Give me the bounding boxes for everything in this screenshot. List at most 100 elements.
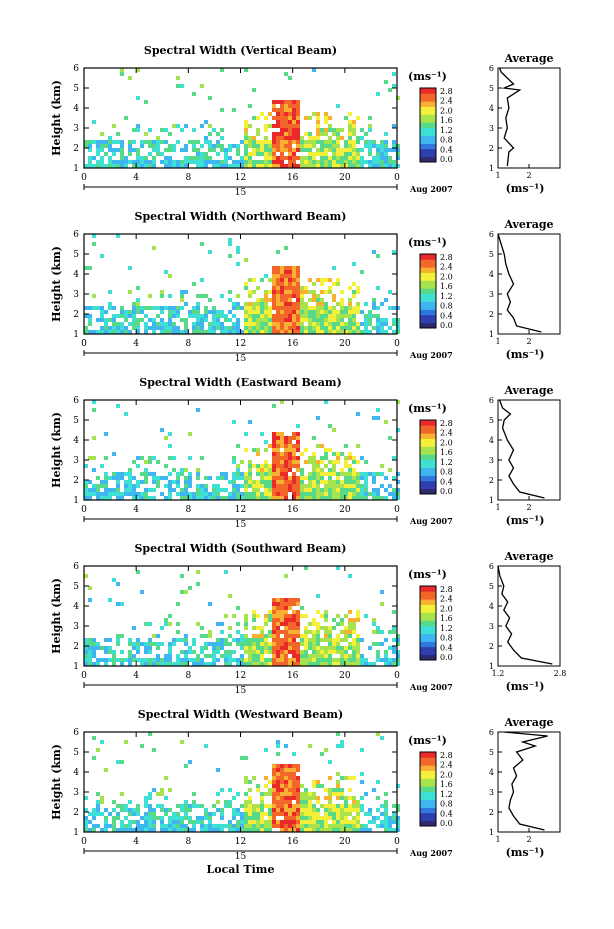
heatmap-cell <box>144 650 148 654</box>
heatmap-cell <box>340 618 344 622</box>
heatmap-cell <box>300 808 304 812</box>
heatmap-cell <box>348 796 352 800</box>
colorbar-swatch <box>420 638 436 642</box>
heatmap-cell <box>228 254 232 258</box>
heatmap-cell <box>264 298 268 302</box>
heatmap-cell <box>172 164 176 168</box>
heatmap-cell <box>320 314 324 318</box>
heatmap-cell <box>84 646 88 650</box>
panel-2: Spectral Width (Northward Beam)0 4 8 12 16 20… <box>50 210 561 364</box>
heatmap-cell <box>340 646 344 650</box>
heatmap-cell <box>272 606 276 610</box>
heatmap-cell <box>164 140 168 144</box>
heatmap-cell <box>132 306 136 310</box>
heatmap-cell <box>332 132 336 136</box>
heatmap-cell <box>356 160 360 164</box>
heatmap-cell <box>288 128 292 132</box>
heatmap-cell <box>212 488 216 492</box>
colorbar-swatch <box>420 130 436 134</box>
heatmap-cell <box>344 456 348 460</box>
heatmap-cell <box>344 816 348 820</box>
heatmap-cell <box>248 472 252 476</box>
heatmap-cell <box>132 658 136 662</box>
heatmap-cell <box>312 468 316 472</box>
heatmap-cell <box>92 492 96 496</box>
heatmap-cell <box>140 164 144 168</box>
panel-title: Spectral Width (Vertical Beam) <box>144 44 337 57</box>
heatmap-cell <box>348 574 352 578</box>
heatmap-cell <box>224 476 228 480</box>
heatmap-cell <box>388 326 392 330</box>
heatmap-cell <box>156 634 160 638</box>
heatmap-cell <box>300 796 304 800</box>
colorbar-swatch <box>420 309 436 313</box>
heatmap-cell <box>148 496 152 500</box>
heatmap-cell <box>304 658 308 662</box>
heatmap-cell <box>148 622 152 626</box>
heatmap-cell <box>168 160 172 164</box>
heatmap-cell <box>284 828 288 832</box>
heatmap-cell <box>284 108 288 112</box>
heatmap-cell <box>168 132 172 136</box>
heatmap-cell <box>356 460 360 464</box>
heatmap-cell <box>208 642 212 646</box>
heatmap-cell <box>176 492 180 496</box>
heatmap-cell <box>324 638 328 642</box>
heatmap-cell <box>384 140 388 144</box>
heatmap-cell <box>256 812 260 816</box>
heatmap-cell <box>352 630 356 634</box>
heatmap-cell <box>384 132 388 136</box>
heatmap-cell <box>240 330 244 334</box>
heatmap-cell <box>324 484 328 488</box>
heatmap-cell <box>304 148 308 152</box>
colorbar-swatch <box>420 90 436 94</box>
heatmap-cell <box>268 662 272 666</box>
heatmap-cell <box>276 100 280 104</box>
heatmap-cell <box>272 614 276 618</box>
heatmap-cell <box>316 480 320 484</box>
colorbar-swatch <box>420 625 436 629</box>
heatmap-cell <box>280 788 284 792</box>
heatmap-cell <box>284 322 288 326</box>
heatmap-cell <box>268 124 272 128</box>
heatmap-cell <box>196 148 200 152</box>
heatmap-cell <box>280 444 284 448</box>
heatmap-cell <box>180 330 184 334</box>
y-tick-label: 3 <box>73 456 79 466</box>
heatmap-cell <box>136 496 140 500</box>
heatmap-cell <box>320 662 324 666</box>
heatmap-cell <box>92 306 96 310</box>
heatmap-cell <box>388 156 392 160</box>
heatmap-cell <box>172 326 176 330</box>
heatmap-cell <box>348 634 352 638</box>
heatmap-cell <box>340 152 344 156</box>
heatmap-cell <box>304 824 308 828</box>
heatmap-cell <box>136 152 140 156</box>
heatmap-cell <box>288 780 292 784</box>
heatmap-cell <box>148 460 152 464</box>
heatmap-cell <box>132 322 136 326</box>
heatmap-cell <box>348 314 352 318</box>
heatmap-cell <box>248 800 252 804</box>
heatmap-cell <box>272 404 276 408</box>
heatmap-cell <box>136 650 140 654</box>
heatmap-cell <box>320 626 324 630</box>
heatmap-cell <box>212 326 216 330</box>
heatmap-cell <box>288 282 292 286</box>
colorbar-swatch <box>420 601 436 605</box>
heatmap-cell <box>96 812 100 816</box>
heatmap-cell <box>136 160 140 164</box>
heatmap-cell <box>128 808 132 812</box>
heatmap-cell <box>288 322 292 326</box>
heatmap-cell <box>152 246 156 250</box>
heatmap-cell <box>228 330 232 334</box>
heatmap-cell <box>224 658 228 662</box>
heatmap-cell <box>308 152 312 156</box>
heatmap-cell <box>392 144 396 148</box>
heatmap-cell <box>276 820 280 824</box>
heatmap-cell <box>136 464 140 468</box>
heatmap-cell <box>160 828 164 832</box>
heatmap-cell <box>144 816 148 820</box>
heatmap-cell <box>288 638 292 642</box>
